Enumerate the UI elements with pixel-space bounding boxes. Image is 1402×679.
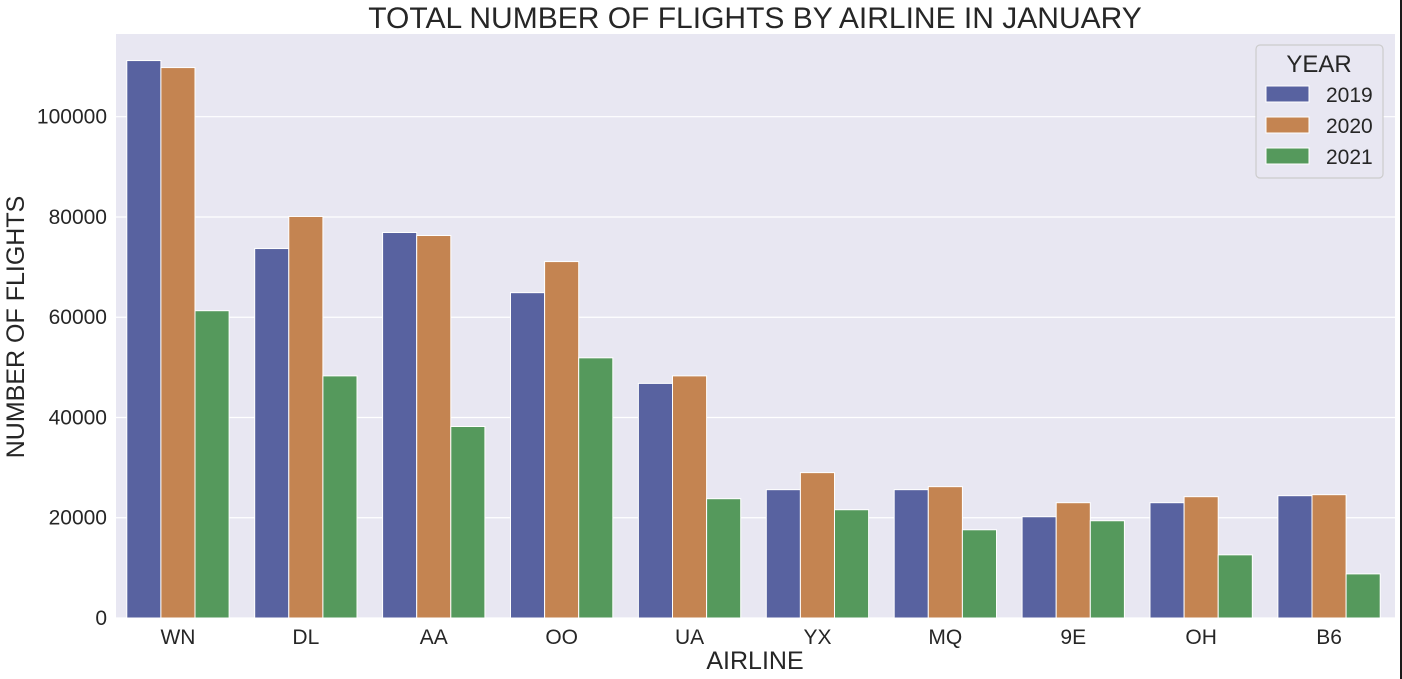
x-tick-label: AA (420, 626, 448, 649)
x-axis-ticks: WN DL AA OO UA YX MQ 9E OH B6 (160, 626, 1341, 649)
bar-YX-2019 (765, 489, 801, 619)
legend-box (1255, 44, 1384, 179)
legend-items: 2019 2020 2021 (1265, 84, 1373, 169)
bar-B6-2021 (1345, 573, 1381, 619)
y-tick-label: 0 (95, 607, 107, 630)
bar-UA-2021 (706, 498, 742, 619)
bar-WN-2020 (160, 67, 196, 619)
legend-label-2021: 2021 (1326, 146, 1373, 169)
bar-YX-2021 (834, 509, 870, 619)
x-tick-label: YX (803, 626, 831, 649)
bar-DL-2020 (288, 215, 324, 619)
bar-OH-2020 (1183, 496, 1219, 619)
bar-WN-2021 (194, 310, 230, 619)
bar-AA-2020 (416, 235, 452, 619)
bar-B6-2019 (1277, 495, 1313, 619)
x-tick-label: OO (545, 626, 578, 649)
y-tick-label: 20000 (49, 507, 107, 530)
bar-AA-2021 (450, 426, 486, 619)
x-tick-label: B6 (1316, 626, 1342, 649)
bar-OO-2021 (578, 357, 614, 619)
bar-9E-2019 (1021, 516, 1057, 619)
bar-UA-2020 (671, 375, 708, 619)
bar-OO-2020 (544, 261, 580, 619)
x-axis-label: AIRLINE (706, 647, 803, 675)
y-axis-label: NUMBER OF FLIGHTS (2, 196, 30, 459)
legend-swatch-2020 (1265, 116, 1310, 134)
y-tick-label: 80000 (49, 206, 107, 229)
legend: YEAR 2019 2020 2021 (1255, 44, 1384, 179)
x-tick-label: 9E (1060, 626, 1086, 649)
bar-MQ-2019 (893, 489, 929, 619)
bar-WN-2019 (126, 60, 162, 619)
bar-OH-2021 (1217, 554, 1253, 619)
bar-DL-2021 (322, 375, 358, 619)
x-tick-label: MQ (928, 626, 962, 649)
bars (126, 60, 1381, 619)
bar-OO-2019 (509, 292, 546, 619)
bar-9E-2021 (1089, 520, 1125, 619)
x-tick-label: OH (1185, 626, 1217, 649)
bar-DL-2019 (254, 248, 290, 619)
chart-title: TOTAL NUMBER OF FLIGHTS BY AIRLINE IN JA… (368, 2, 1142, 35)
bar-UA-2019 (637, 382, 673, 619)
bar-B6-2020 (1311, 494, 1347, 619)
legend-label-2020: 2020 (1326, 115, 1373, 138)
x-tick-label: WN (160, 626, 195, 649)
y-tick-label: 40000 (49, 406, 107, 429)
legend-title: YEAR (1286, 51, 1351, 78)
legend-label-2019: 2019 (1326, 84, 1373, 107)
bar-9E-2020 (1055, 502, 1091, 619)
bar-MQ-2020 (927, 486, 963, 619)
x-tick-label: DL (292, 626, 319, 649)
y-tick-label: 100000 (37, 106, 107, 129)
y-axis-ticks: 0 20000 40000 60000 80000 100000 (37, 106, 107, 630)
window-edge (1400, 0, 1402, 679)
y-tick-label: 60000 (49, 306, 107, 329)
bar-MQ-2021 (961, 529, 998, 619)
bar-OH-2019 (1149, 502, 1185, 619)
legend-swatch-2019 (1265, 85, 1310, 103)
legend-swatch-2021 (1265, 147, 1310, 165)
bar-AA-2019 (382, 232, 418, 619)
bar-YX-2020 (799, 472, 836, 619)
x-tick-label: UA (675, 626, 704, 649)
